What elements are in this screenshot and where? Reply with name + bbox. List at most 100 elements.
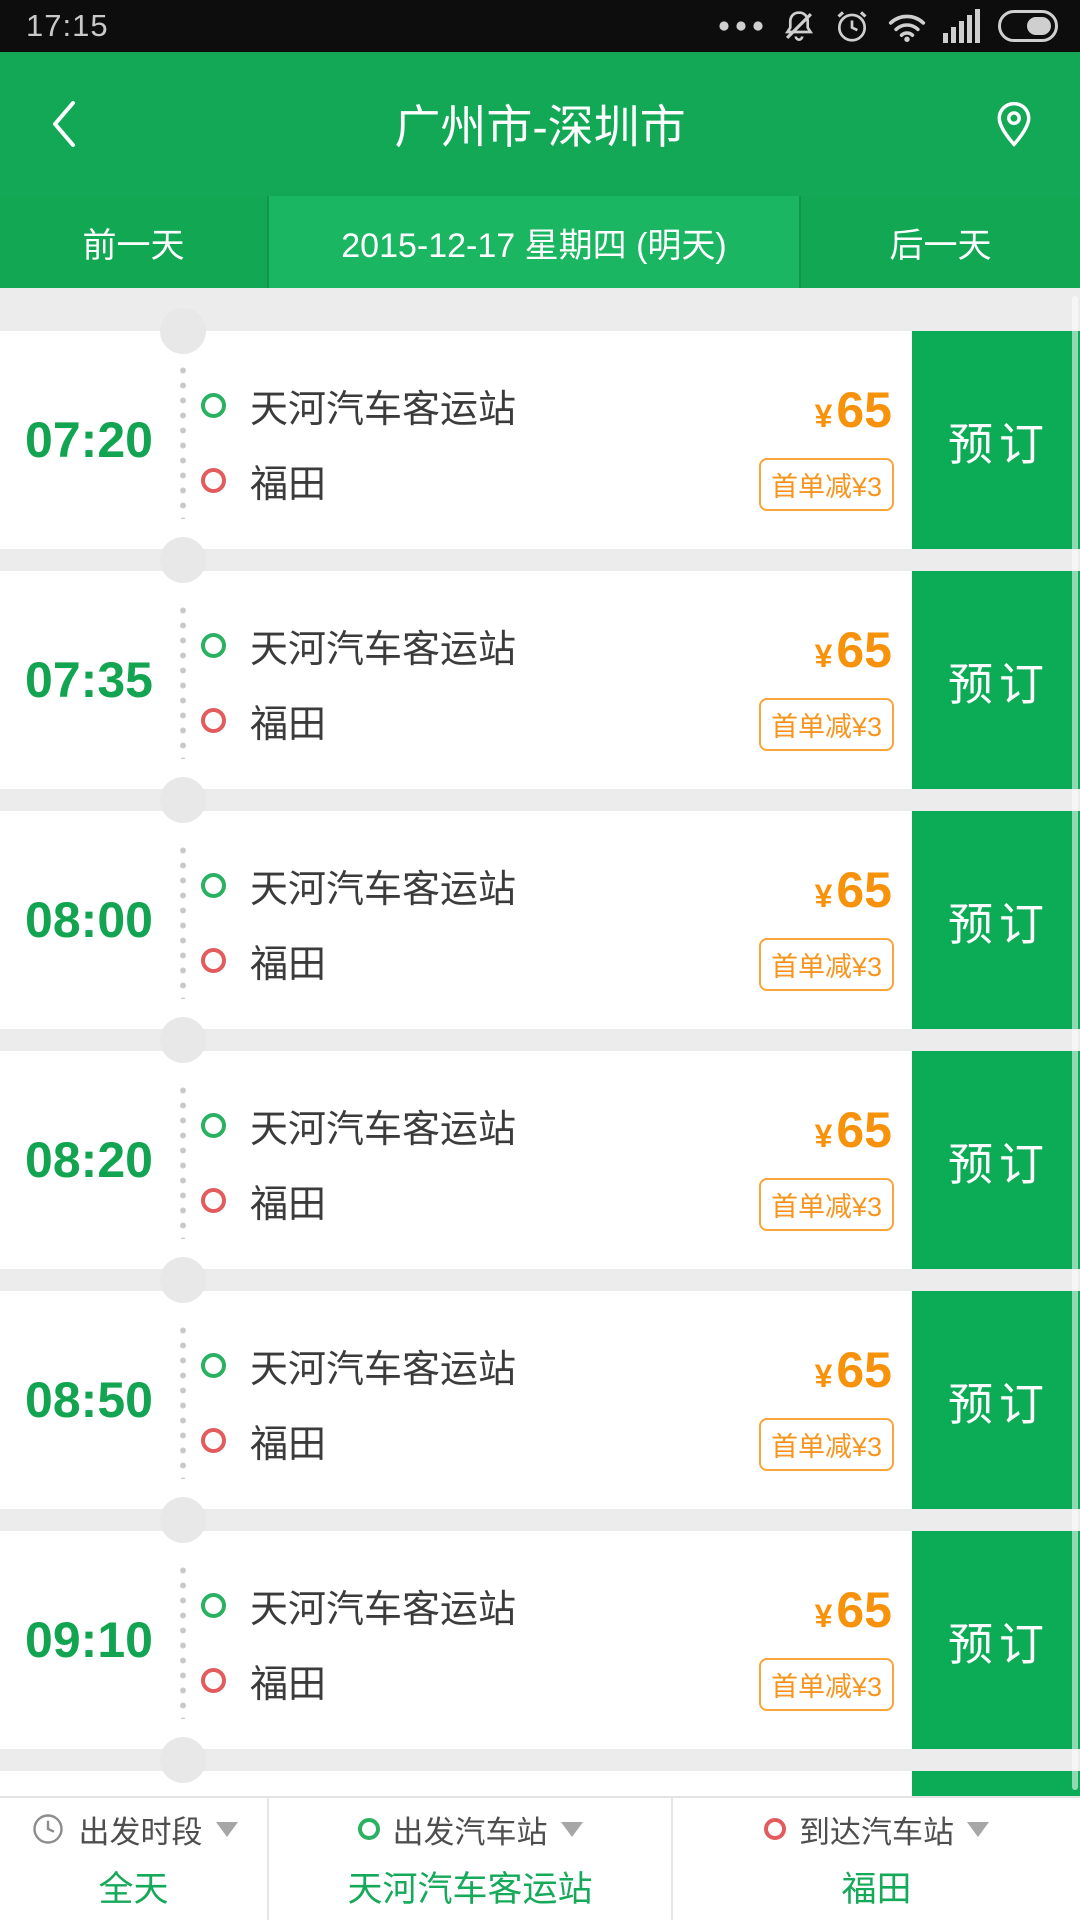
ticket-notch — [160, 1017, 206, 1063]
filter-label: 到达汽车站 — [799, 1814, 954, 1850]
location-button[interactable] — [966, 52, 1062, 196]
arrival-dot-icon — [201, 1187, 226, 1213]
book-button[interactable]: 预订 — [912, 1531, 1080, 1749]
back-button[interactable] — [20, 52, 110, 196]
price-value: 65 — [836, 1582, 892, 1638]
departure-dot-icon — [201, 1112, 226, 1138]
book-button[interactable]: 预订 — [912, 1291, 1080, 1509]
bell-muted-icon — [784, 11, 814, 41]
filter-arrival-station[interactable]: 到达汽车站 福田 — [673, 1798, 1080, 1920]
departure-station-row: 天河汽车客运站 — [201, 617, 516, 673]
prev-day-button[interactable]: 前一天 — [0, 196, 269, 288]
departure-time: 08:00 — [25, 892, 153, 948]
trip-card[interactable]: 07:35 天河汽车客运站 福田 ¥65 首单减¥3 预订 — [0, 537, 1080, 789]
departure-dot-icon — [201, 632, 226, 658]
arrival-station: 福田 — [250, 703, 327, 746]
ticket-price: ¥65 — [815, 1101, 892, 1159]
departure-station-row: 天河汽车客运站 — [201, 1337, 516, 1393]
currency-symbol: ¥ — [814, 878, 833, 914]
battery-icon — [998, 10, 1058, 42]
arrival-dot-icon — [201, 1427, 226, 1453]
filter-value: 天河汽车客运站 — [347, 1869, 593, 1909]
promo-badge: 首单减¥3 — [758, 698, 894, 751]
departure-station: 天河汽车客运站 — [250, 388, 517, 431]
departure-station: 天河汽车客运站 — [250, 1108, 517, 1151]
ticket-notch — [160, 308, 206, 354]
book-button[interactable]: 预订 — [912, 571, 1080, 789]
date-nav: 前一天 2015-12-17 星期四 (明天) 后一天 — [0, 196, 1080, 288]
trip-card[interactable]: 08:00 天河汽车客运站 福田 ¥65 首单减¥3 预订 — [0, 777, 1080, 1029]
trip-card[interactable]: 08:50 天河汽车客运站 福田 ¥65 首单减¥3 预订 — [0, 1257, 1080, 1509]
filter-departure-time[interactable]: 出发时段 全天 — [0, 1798, 269, 1920]
departure-station-row: 天河汽车客运站 — [201, 857, 516, 913]
departure-dot-icon — [201, 392, 226, 418]
trip-card[interactable]: 07:20 天河汽车客运站 福田 ¥65 首单减¥3 预订 — [0, 308, 1080, 549]
promo-badge: 首单减¥3 — [758, 1178, 894, 1231]
departure-time: 08:50 — [25, 1372, 153, 1428]
currency-symbol: ¥ — [814, 1358, 833, 1394]
arrival-station: 福田 — [250, 463, 327, 506]
filter-departure-station[interactable]: 出发汽车站 天河汽车客运站 — [269, 1798, 673, 1920]
arrival-station-row: 福田 — [201, 932, 326, 988]
ticket-price: ¥65 — [815, 1341, 892, 1399]
filter-value: 福田 — [841, 1869, 912, 1909]
currency-symbol: ¥ — [814, 638, 833, 674]
ticket-notch — [160, 537, 206, 583]
ticket-notch — [160, 777, 206, 823]
route-dotted-line — [180, 843, 186, 999]
chevron-down-icon — [215, 1821, 238, 1837]
scrollbar[interactable] — [1072, 296, 1078, 1790]
trip-card[interactable]: 08:20 天河汽车客运站 福田 ¥65 首单减¥3 预订 — [0, 1017, 1080, 1269]
app-header: 广州市-深圳市 — [0, 52, 1080, 196]
more-dots-icon — [719, 21, 763, 31]
route-dotted-line — [180, 603, 186, 759]
green-dot-icon — [357, 1818, 380, 1840]
alarm-clock-icon — [837, 11, 867, 42]
currency-symbol: ¥ — [814, 1118, 833, 1154]
arrival-dot-icon — [201, 1667, 226, 1693]
arrival-station: 福田 — [250, 1663, 327, 1706]
arrival-station-row: 福田 — [201, 1172, 326, 1228]
price-value: 65 — [836, 862, 892, 918]
promo-badge: 首单减¥3 — [758, 458, 894, 511]
book-button[interactable]: 预订 — [912, 1051, 1080, 1269]
status-clock: 17:15 — [26, 8, 109, 43]
ticket-price: ¥65 — [815, 1581, 892, 1639]
filter-label: 出发汽车站 — [392, 1814, 548, 1850]
trip-card-partial[interactable] — [0, 1737, 1080, 1796]
arrival-station: 福田 — [250, 943, 327, 986]
clock-icon — [32, 1814, 63, 1844]
location-pin-icon — [997, 101, 1031, 147]
arrival-dot-icon — [201, 707, 226, 733]
ticket-notch — [160, 1737, 206, 1783]
currency-symbol: ¥ — [814, 398, 833, 434]
filter-label: 出发时段 — [78, 1814, 203, 1850]
departure-station-row: 天河汽车客运站 — [201, 1577, 516, 1633]
chevron-down-icon — [560, 1821, 583, 1837]
arrival-station-row: 福田 — [201, 1412, 326, 1468]
trip-list: 07:20 天河汽车客运站 福田 ¥65 首单减¥3 预订 07:35 天河汽车… — [0, 288, 1080, 1796]
wifi-icon — [888, 14, 926, 42]
next-day-button[interactable]: 后一天 — [799, 196, 1080, 288]
route-title: 广州市-深圳市 — [394, 101, 686, 153]
ticket-price: ¥65 — [815, 861, 892, 919]
status-bar: 17:15 — [0, 0, 1080, 52]
price-value: 65 — [836, 1102, 892, 1158]
promo-badge: 首单减¥3 — [758, 1418, 894, 1471]
departure-station-row: 天河汽车客运站 — [201, 1097, 516, 1153]
ticket-notch — [160, 1497, 206, 1543]
filter-value: 全天 — [98, 1869, 169, 1909]
arrival-dot-icon — [201, 467, 226, 493]
current-date-label[interactable]: 2015-12-17 星期四 (明天) — [269, 196, 799, 288]
trip-card[interactable]: 09:10 天河汽车客运站 福田 ¥65 首单减¥3 预订 — [0, 1497, 1080, 1749]
currency-symbol: ¥ — [814, 1598, 833, 1634]
status-icons — [717, 7, 1058, 45]
book-button[interactable]: 预订 — [912, 811, 1080, 1029]
price-value: 65 — [836, 622, 892, 678]
red-dot-icon — [764, 1818, 786, 1840]
departure-station-row: 天河汽车客运站 — [201, 377, 516, 433]
book-button[interactable] — [912, 1771, 1080, 1796]
book-button[interactable]: 预订 — [912, 331, 1080, 549]
ticket-price: ¥65 — [815, 381, 892, 439]
